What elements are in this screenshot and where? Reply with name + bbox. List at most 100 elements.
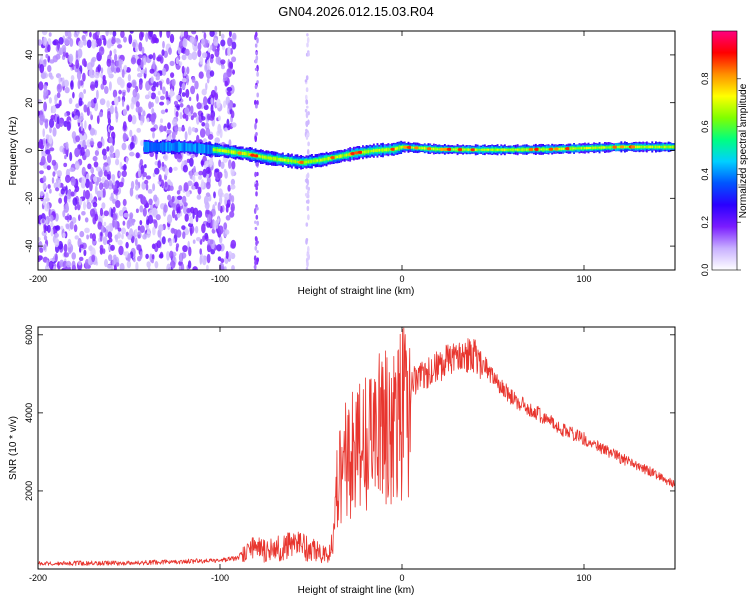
noise-cell	[166, 99, 170, 106]
noise-cell	[163, 204, 168, 213]
noise-cell	[117, 231, 121, 239]
noise-cell	[84, 227, 90, 234]
streak-cell	[254, 122, 257, 130]
streak-cell	[254, 84, 258, 90]
band-cell	[411, 146, 413, 149]
noise-cell	[166, 77, 170, 85]
noise-cell	[151, 85, 156, 92]
noise-cell	[191, 31, 197, 35]
noise-cell	[112, 213, 118, 221]
band-cell	[598, 146, 601, 149]
noise-cell	[95, 166, 102, 172]
snr-xtick-label: 100	[576, 573, 591, 583]
noise-cell	[77, 118, 82, 123]
noise-cell	[119, 78, 125, 89]
band-cell	[327, 157, 330, 161]
noise-cell	[46, 142, 50, 148]
band-cell	[183, 141, 186, 153]
noise-cell	[203, 104, 209, 111]
noise-cell	[213, 38, 218, 46]
noise-cell	[170, 227, 175, 234]
noise-cell	[163, 125, 167, 132]
noise-cell	[161, 161, 165, 167]
noise-cell	[199, 255, 203, 265]
noise-cell	[87, 101, 92, 108]
band-cell	[664, 145, 666, 149]
noise-cell	[229, 211, 235, 218]
band-cell	[378, 148, 381, 152]
band-cell	[560, 147, 563, 151]
noise-cell	[78, 97, 83, 107]
noise-cell	[61, 44, 67, 53]
spectrogram-xtick-label: 100	[576, 274, 591, 284]
noise-cell	[160, 109, 166, 115]
noise-cell	[216, 244, 222, 252]
noise-cell	[170, 88, 174, 98]
noise-cell	[38, 237, 41, 242]
noise-cell	[107, 240, 110, 245]
snr-axes: -200 -100 0 100 2000 4000 6000	[24, 325, 675, 583]
band-cell	[585, 146, 588, 150]
noise-cell	[78, 260, 82, 266]
noise-cell	[92, 201, 98, 208]
noise-cell	[126, 260, 132, 269]
noise-cell	[162, 86, 166, 95]
band-cell	[340, 154, 342, 158]
band-cell	[280, 157, 282, 162]
noise-cell	[159, 31, 163, 38]
noise-cell	[224, 80, 228, 87]
noise-cell	[229, 84, 235, 94]
noise-cell	[179, 252, 183, 263]
streak-cell	[255, 240, 258, 246]
noise-cell	[181, 126, 186, 132]
noise-cell	[209, 31, 215, 37]
noise-cell	[135, 172, 139, 179]
band-cell	[260, 155, 262, 158]
noise-cell	[219, 263, 222, 270]
noise-cell	[210, 249, 215, 255]
band-cell	[589, 147, 592, 149]
band-cell	[465, 148, 468, 151]
band-hotspot	[330, 156, 336, 160]
streak-cell	[305, 266, 309, 270]
noise-cell	[223, 222, 228, 230]
streak-cell	[254, 43, 258, 48]
streak-cell	[305, 87, 309, 93]
noise-cell	[45, 134, 50, 140]
noise-cell	[130, 57, 136, 65]
noise-cell	[106, 146, 110, 152]
noise-cell	[49, 118, 55, 128]
noise-cell	[54, 99, 57, 105]
streak-cell	[305, 178, 309, 184]
streak-cell	[305, 94, 308, 100]
noise-cell	[137, 234, 141, 239]
noise-cell	[38, 257, 41, 263]
noise-cell	[203, 96, 208, 106]
snr-ytick-label: 6000	[24, 325, 34, 345]
noise-cell	[207, 113, 211, 121]
band-cell	[163, 142, 166, 152]
noise-cell	[58, 179, 61, 189]
band-cell	[181, 142, 184, 152]
noise-cell	[150, 113, 156, 123]
band-cell	[174, 141, 177, 153]
band-cell	[336, 155, 339, 158]
noise-cell	[200, 112, 204, 118]
noise-cell	[197, 210, 203, 218]
noise-cell	[117, 239, 123, 246]
noise-cell	[210, 104, 214, 113]
band-cell	[432, 147, 435, 151]
noise-cell	[220, 258, 225, 264]
band-cell	[662, 145, 665, 149]
band-hotspot	[357, 150, 363, 154]
noise-cell	[154, 261, 159, 269]
noise-cell	[192, 239, 196, 244]
noise-cell	[96, 190, 102, 198]
band-cell	[496, 148, 499, 151]
noise-cell	[219, 236, 223, 244]
band-cell	[489, 148, 492, 151]
band-cell	[502, 148, 504, 152]
noise-cell	[89, 31, 92, 38]
noise-cell	[88, 68, 95, 78]
noise-cell	[126, 105, 130, 111]
